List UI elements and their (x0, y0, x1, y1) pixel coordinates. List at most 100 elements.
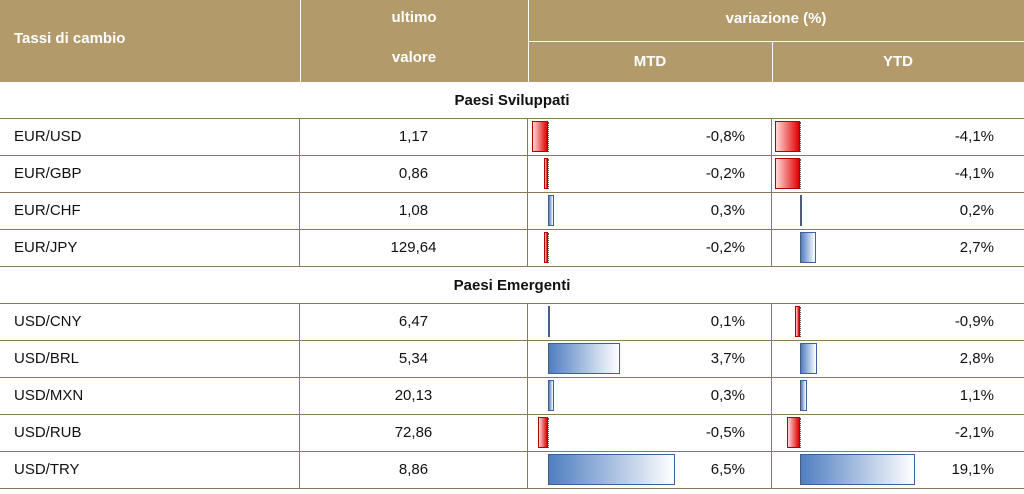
currency-pair: EUR/CHF (14, 202, 81, 219)
currency-pair-cell: EUR/CHF (0, 193, 300, 229)
ytd-cell: 0,2% (772, 193, 1024, 229)
table-row: EUR/CHF 1,08 0,3% 0,2% (0, 193, 1024, 230)
table-row: USD/BRL 5,34 3,7% 2,8% (0, 341, 1024, 378)
negative-change-bar (538, 417, 548, 448)
table-row: USD/MXN 20,13 0,3% 1,1% (0, 378, 1024, 415)
last-value-cell: 1,08 (300, 193, 528, 229)
header-last-line1: ultimo (391, 9, 437, 26)
last-value: 8,86 (398, 461, 429, 478)
last-value: 20,13 (394, 387, 433, 404)
ytd-change: 0,2% (959, 202, 994, 219)
ytd-cell: -2,1% (772, 415, 1024, 451)
zero-axis-line (800, 233, 801, 263)
ytd-cell: 2,7% (772, 230, 1024, 266)
negative-change-bar (544, 158, 548, 189)
mtd-change: -0,8% (705, 128, 745, 145)
currency-pair-cell: USD/MXN (0, 378, 300, 414)
mtd-change: 3,7% (710, 350, 745, 367)
currency-pair: USD/TRY (14, 461, 80, 478)
currency-pair-cell: USD/BRL (0, 341, 300, 377)
mtd-cell: 6,5% (528, 452, 772, 488)
ytd-cell: 2,8% (772, 341, 1024, 377)
table-row: EUR/JPY 129,64 -0,2% 2,7% (0, 230, 1024, 267)
header-mtd-cell: MTD (528, 42, 772, 82)
header-divider (300, 0, 301, 82)
zero-axis-line (548, 159, 549, 189)
ytd-change: 2,8% (959, 350, 994, 367)
last-value: 129,64 (390, 239, 437, 256)
currency-pair: EUR/JPY (14, 239, 78, 256)
currency-pair-cell: EUR/GBP (0, 156, 300, 192)
currency-pair: USD/RUB (14, 424, 82, 441)
zero-axis-line (800, 196, 801, 226)
positive-change-bar (800, 232, 817, 263)
last-value-cell: 5,34 (300, 341, 528, 377)
ytd-cell: -0,9% (772, 304, 1024, 340)
mtd-change: -0,5% (705, 424, 745, 441)
mtd-cell: 0,1% (528, 304, 772, 340)
section-label: Paesi Sviluppati (454, 92, 570, 109)
header-ytd-cell: YTD (772, 42, 1024, 82)
section-title: Paesi Sviluppati (0, 82, 1024, 119)
negative-change-bar (775, 121, 800, 152)
mtd-cell: -0,2% (528, 230, 772, 266)
last-value-cell: 20,13 (300, 378, 528, 414)
currency-pair-cell: USD/RUB (0, 415, 300, 451)
positive-change-bar (800, 454, 915, 485)
last-value-cell: 1,17 (300, 119, 528, 155)
last-value-cell: 0,86 (300, 156, 528, 192)
table-row: EUR/USD 1,17 -0,8% -4,1% (0, 119, 1024, 156)
ytd-cell: -4,1% (772, 119, 1024, 155)
mtd-cell: -0,5% (528, 415, 772, 451)
zero-axis-line (800, 455, 801, 485)
last-value: 5,34 (398, 350, 429, 367)
last-value: 72,86 (394, 424, 433, 441)
zero-axis-line (548, 307, 549, 337)
mtd-change: 0,1% (710, 313, 745, 330)
header-mtd: MTD (633, 53, 667, 70)
negative-change-bar (532, 121, 548, 152)
ytd-change: 19,1% (951, 461, 994, 478)
mtd-change: 6,5% (710, 461, 745, 478)
header-title: Tassi di cambio (14, 30, 126, 47)
ytd-cell: 1,1% (772, 378, 1024, 414)
header-divider (772, 42, 773, 82)
negative-change-bar (775, 158, 800, 189)
positive-change-bar (548, 454, 675, 485)
zero-axis-line (800, 307, 801, 337)
mtd-change: -0,2% (705, 165, 745, 182)
positive-change-bar (548, 343, 621, 374)
header-divider (528, 41, 1024, 42)
ytd-change: 1,1% (959, 387, 994, 404)
mtd-cell: 3,7% (528, 341, 772, 377)
last-value: 1,17 (398, 128, 429, 145)
currency-pair: USD/CNY (14, 313, 82, 330)
last-value: 1,08 (398, 202, 429, 219)
zero-axis-line (548, 418, 549, 448)
mtd-change: 0,3% (710, 387, 745, 404)
zero-axis-line (800, 418, 801, 448)
mtd-change: 0,3% (710, 202, 745, 219)
header-change: variazione (%) (725, 10, 827, 27)
currency-pair: EUR/GBP (14, 165, 82, 182)
ytd-change: -4,1% (954, 128, 994, 145)
zero-axis-line (548, 344, 549, 374)
ytd-cell: -4,1% (772, 156, 1024, 192)
header-last-value-cell: ultimo valore (300, 0, 528, 82)
last-value: 0,86 (398, 165, 429, 182)
positive-change-bar (800, 343, 817, 374)
mtd-cell: -0,2% (528, 156, 772, 192)
currency-pair: USD/BRL (14, 350, 80, 367)
negative-change-bar (794, 306, 800, 337)
table-row: USD/CNY 6,47 0,1% -0,9% (0, 304, 1024, 341)
ytd-change: -4,1% (954, 165, 994, 182)
last-value: 6,47 (398, 313, 429, 330)
zero-axis-line (800, 381, 801, 411)
mtd-change: -0,2% (705, 239, 745, 256)
header-change-cell: variazione (%) (528, 0, 1024, 42)
last-value-cell: 6,47 (300, 304, 528, 340)
currency-pair-cell: EUR/USD (0, 119, 300, 155)
zero-axis-line (548, 381, 549, 411)
header-ytd: YTD (883, 53, 913, 70)
